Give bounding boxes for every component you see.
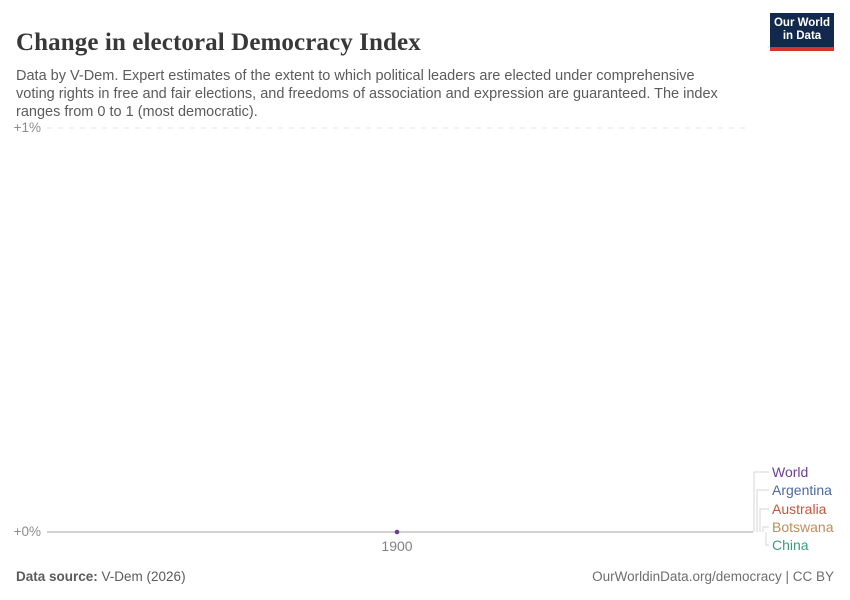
chart-subtitle: Data by V-Dem. Expert estimates of the e… xyxy=(16,67,718,120)
legend-label-argentina[interactable]: Argentina xyxy=(772,482,832,498)
owid-logo-line2: in Data xyxy=(782,30,822,42)
legend-label-australia[interactable]: Australia xyxy=(772,501,827,517)
footer-source: Data source: V-Dem (2026) xyxy=(16,569,186,584)
legend-label-botswana[interactable]: Botswana xyxy=(772,519,834,535)
legend-connector-botswana xyxy=(762,526,769,532)
chart-title: Change in electoral Democracy Index xyxy=(16,28,421,56)
source-label: Data source: xyxy=(16,569,98,584)
y-tick-plus-1pct: +1% xyxy=(13,120,41,135)
legend-label-world[interactable]: World xyxy=(772,464,809,480)
footer-attribution[interactable]: OurWorldinData.org/democracy | CC BY xyxy=(592,569,834,584)
x-tick-1900: 1900 xyxy=(381,538,413,554)
legend-label-china[interactable]: China xyxy=(772,537,809,553)
data-point-world-1900[interactable] xyxy=(394,529,400,535)
y-tick-plus-0pct: +0% xyxy=(13,524,41,539)
owid-logo-line1: Our World xyxy=(773,17,830,29)
legend-connector-china xyxy=(765,532,769,546)
source-value: V-Dem (2026) xyxy=(97,569,186,584)
legend-connector-australia xyxy=(759,508,769,532)
owid-logo[interactable]: Our World in Data xyxy=(770,13,834,51)
legend-connector-argentina xyxy=(756,489,769,532)
legend-connector-world xyxy=(753,471,769,532)
